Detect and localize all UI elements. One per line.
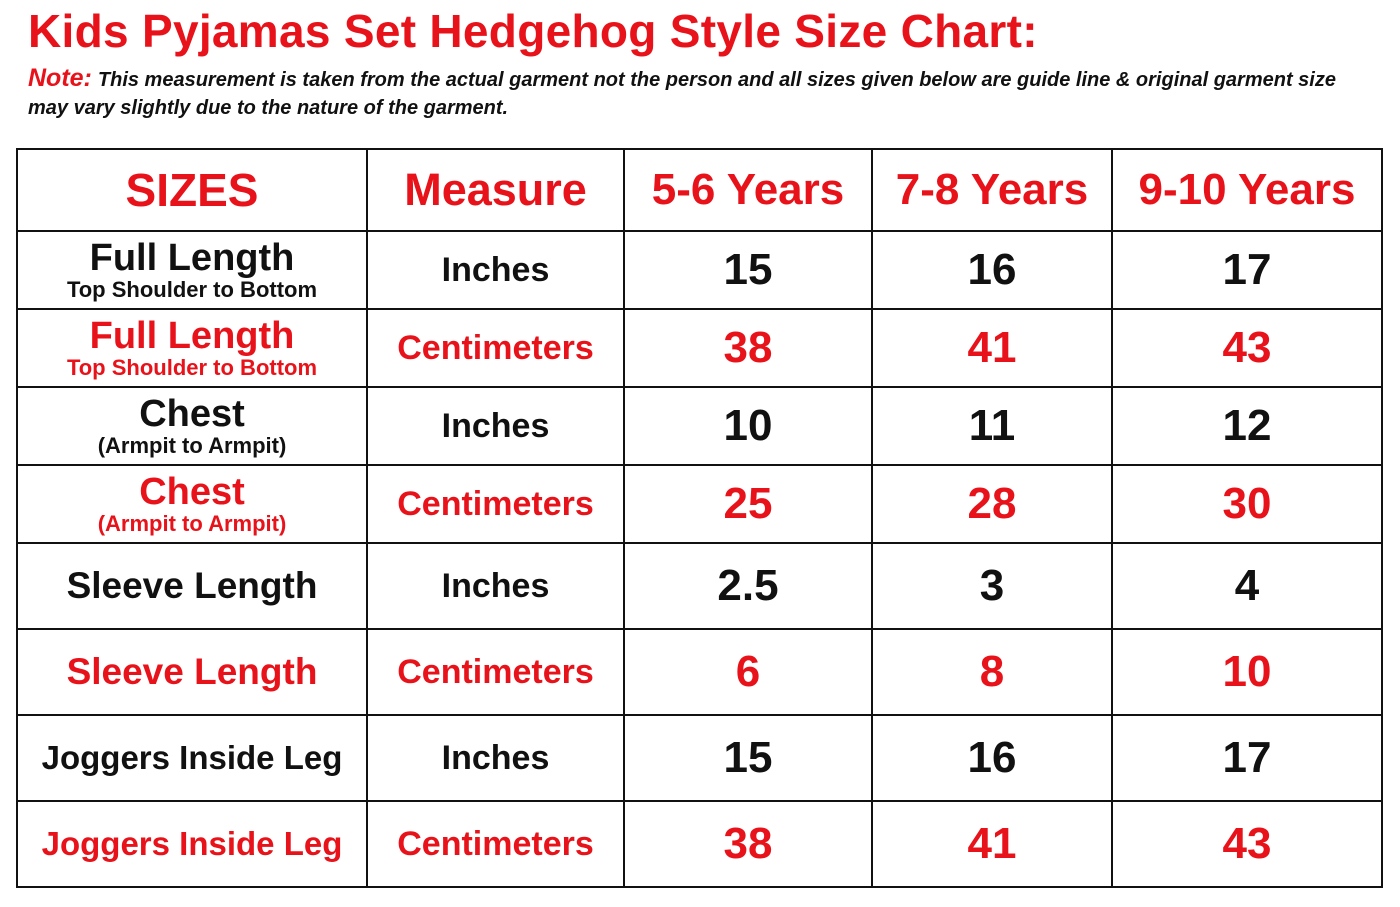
table-row: Chest (Armpit to Armpit) Inches 10 11 12: [16, 386, 1383, 466]
header-7-8-years: 7-8 Years: [871, 148, 1113, 232]
row-sublabel: (Armpit to Armpit): [97, 511, 287, 536]
value-cell: 4: [1111, 542, 1383, 630]
row-label-cell: Full Length Top Shoulder to Bottom: [16, 230, 368, 310]
header-measure: Measure: [366, 148, 625, 232]
row-label: Joggers Inside Leg: [41, 739, 343, 776]
size-chart-table: SIZES Measure 5-6 Years 7-8 Years 9-10 Y…: [16, 148, 1383, 888]
value-cell: 12: [1111, 386, 1383, 466]
row-label: Sleeve Length: [66, 651, 318, 692]
value-cell: 6: [623, 628, 873, 716]
value-cell: 38: [623, 800, 873, 888]
row-label-cell: Chest (Armpit to Armpit): [16, 386, 368, 466]
value-cell: 10: [623, 386, 873, 466]
row-label: Joggers Inside Leg: [41, 825, 343, 862]
value-cell: 43: [1111, 308, 1383, 388]
row-label-cell: Sleeve Length: [16, 542, 368, 630]
measure-cell: Inches: [366, 386, 625, 466]
header-5-6-years: 5-6 Years: [623, 148, 873, 232]
note-text-block: Note: This measurement is taken from the …: [28, 64, 1358, 122]
measure-cell: Inches: [366, 542, 625, 630]
value-cell: 15: [623, 230, 873, 310]
measure-cell: Centimeters: [366, 628, 625, 716]
row-label: Sleeve Length: [66, 565, 318, 606]
value-cell: 16: [871, 714, 1113, 802]
value-cell: 15: [623, 714, 873, 802]
row-sublabel: (Armpit to Armpit): [97, 433, 287, 458]
value-cell: 16: [871, 230, 1113, 310]
value-cell: 25: [623, 464, 873, 544]
value-cell: 17: [1111, 230, 1383, 310]
row-label-cell: Full Length Top Shoulder to Bottom: [16, 308, 368, 388]
row-label: Chest: [139, 471, 245, 513]
measure-cell: Inches: [366, 714, 625, 802]
note-label: Note:: [28, 64, 92, 92]
value-cell: 3: [871, 542, 1113, 630]
row-sublabel: Top Shoulder to Bottom: [66, 277, 318, 302]
value-cell: 41: [871, 800, 1113, 888]
measure-cell: Centimeters: [366, 308, 625, 388]
note-text: This measurement is taken from the actua…: [28, 69, 1336, 119]
measure-cell: Inches: [366, 230, 625, 310]
row-label-cell: Chest (Armpit to Armpit): [16, 464, 368, 544]
table-row: Sleeve Length Centimeters 6 8 10: [16, 628, 1383, 716]
table-header-row: SIZES Measure 5-6 Years 7-8 Years 9-10 Y…: [16, 148, 1383, 232]
row-label-cell: Joggers Inside Leg: [16, 800, 368, 888]
value-cell: 28: [871, 464, 1113, 544]
row-label: Chest: [139, 393, 245, 435]
value-cell: 11: [871, 386, 1113, 466]
page-title: Kids Pyjamas Set Hedgehog Style Size Cha…: [28, 5, 1038, 57]
measure-cell: Centimeters: [366, 800, 625, 888]
table-row: Joggers Inside Leg Centimeters 38 41 43: [16, 800, 1383, 888]
value-cell: 8: [871, 628, 1113, 716]
value-cell: 2.5: [623, 542, 873, 630]
header-9-10-years: 9-10 Years: [1111, 148, 1383, 232]
table-row: Full Length Top Shoulder to Bottom Inche…: [16, 230, 1383, 310]
value-cell: 43: [1111, 800, 1383, 888]
value-cell: 17: [1111, 714, 1383, 802]
value-cell: 38: [623, 308, 873, 388]
value-cell: 10: [1111, 628, 1383, 716]
value-cell: 30: [1111, 464, 1383, 544]
table-row: Full Length Top Shoulder to Bottom Centi…: [16, 308, 1383, 388]
row-label: Full Length: [89, 237, 295, 279]
row-label-cell: Sleeve Length: [16, 628, 368, 716]
value-cell: 41: [871, 308, 1113, 388]
row-label: Full Length: [89, 315, 295, 357]
table-row: Chest (Armpit to Armpit) Centimeters 25 …: [16, 464, 1383, 544]
measure-cell: Centimeters: [366, 464, 625, 544]
row-label-cell: Joggers Inside Leg: [16, 714, 368, 802]
row-sublabel: Top Shoulder to Bottom: [66, 355, 318, 380]
table-row: Joggers Inside Leg Inches 15 16 17: [16, 714, 1383, 802]
header-sizes: SIZES: [16, 148, 368, 232]
table-row: Sleeve Length Inches 2.5 3 4: [16, 542, 1383, 630]
